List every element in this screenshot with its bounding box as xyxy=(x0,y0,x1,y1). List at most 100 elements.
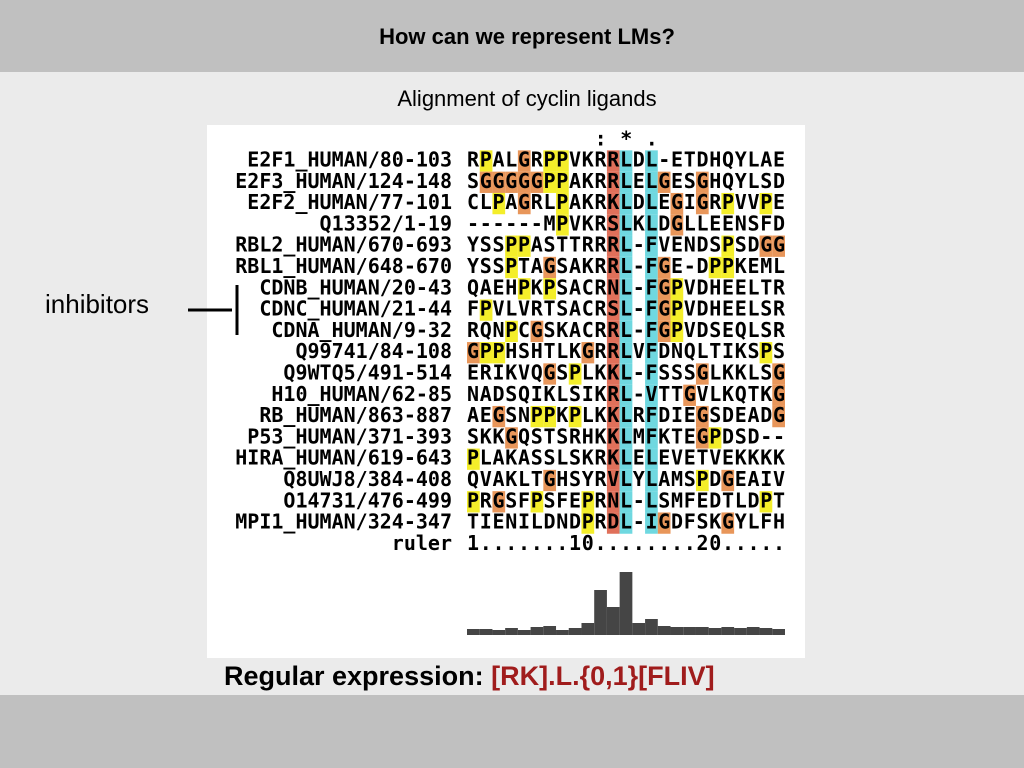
residue-highlight xyxy=(606,342,620,364)
residue-highlight xyxy=(695,192,709,215)
residue-highlight xyxy=(708,256,722,279)
sequence-name: ruler xyxy=(392,531,452,555)
residue-highlight xyxy=(619,491,633,513)
residue-highlight xyxy=(772,384,785,406)
residue-highlight xyxy=(619,150,633,172)
residue-highlight xyxy=(759,192,773,215)
residue-highlight xyxy=(645,363,658,385)
conservation-bar xyxy=(683,627,696,635)
residue-highlight xyxy=(619,448,633,470)
residue-highlight xyxy=(505,171,518,193)
sequence-name: Q13352/1-19 xyxy=(320,211,452,235)
sequence: PLAKASSLSKRKLELEVETVEKKKK xyxy=(467,446,785,470)
residue-highlight xyxy=(543,150,557,172)
sequence-name: H10_HUMAN/62-85 xyxy=(271,382,452,406)
sequence: YSSPPASTTRRRL-FVENDSPSDGG xyxy=(467,233,785,257)
residue-highlight xyxy=(517,171,531,193)
residue-highlight xyxy=(479,171,493,193)
conservation-bar xyxy=(606,607,620,635)
conservation-bar xyxy=(670,627,684,635)
residue-highlight xyxy=(759,342,773,364)
conservation-bar xyxy=(568,628,582,635)
conservation-bar xyxy=(581,623,595,635)
sequence: RQNPCGSKACRRL-FGPVDSEQLSR xyxy=(467,318,786,342)
residue-highlight xyxy=(517,192,531,215)
residue-highlight xyxy=(492,405,506,428)
sequence: RPALGRPPVKRRLDL-ETDHQYLAE xyxy=(467,148,785,172)
residue-highlight xyxy=(619,427,633,449)
residue-highlight xyxy=(619,512,633,534)
residue-highlight xyxy=(670,299,684,321)
residue-highlight xyxy=(683,384,696,406)
residue-highlight xyxy=(657,299,671,321)
residue-highlight xyxy=(619,278,633,300)
sequence-name: E2F3_HUMAN/124-148 xyxy=(235,169,452,193)
subtitle: Alignment of cyclin ligands xyxy=(397,86,656,111)
sequence-name: Q99741/84-108 xyxy=(295,339,452,363)
residue-highlight xyxy=(556,171,569,193)
residue-highlight xyxy=(657,512,671,534)
sequence: AEGSNPPKPLKKLRFDIEGSDEADG xyxy=(467,403,785,427)
residue-highlight xyxy=(695,405,709,428)
sequence: SGGGGGPPAKRRLELGESGHQYLSD xyxy=(467,169,785,193)
consensus: : * . xyxy=(467,127,658,151)
residue-highlight xyxy=(581,342,595,364)
residue-highlight xyxy=(606,171,620,193)
residue-highlight xyxy=(619,363,633,385)
conservation-bar xyxy=(594,590,607,635)
conservation-bar xyxy=(657,626,671,635)
residue-highlight xyxy=(606,384,620,406)
sequence: ------MPVKRSLKLDGLLEENSFD xyxy=(467,211,785,235)
residue-highlight xyxy=(721,235,735,257)
conservation-bar xyxy=(708,628,722,635)
residue-highlight xyxy=(645,320,658,343)
sequence-name: CDNA_HUMAN/9-32 xyxy=(271,318,452,342)
residue-highlight xyxy=(543,256,557,279)
residue-highlight xyxy=(543,405,557,428)
residue-highlight xyxy=(645,448,658,470)
conservation-bar xyxy=(467,629,480,635)
residue-highlight xyxy=(759,235,773,257)
residue-highlight xyxy=(619,171,633,193)
residue-highlight xyxy=(619,405,633,428)
residue-highlight xyxy=(670,192,684,215)
residue-highlight xyxy=(670,214,684,236)
residue-highlight xyxy=(517,235,531,257)
residue-highlight xyxy=(467,342,480,364)
residue-highlight xyxy=(619,214,633,236)
residue-highlight xyxy=(645,342,658,364)
residue-highlight xyxy=(695,469,709,492)
residue-highlight xyxy=(695,427,709,449)
residue-highlight xyxy=(619,299,633,321)
bracket xyxy=(188,285,239,335)
regex-pattern: [RK].L.{0,1}[FLIV] xyxy=(491,661,715,691)
conservation-bar xyxy=(543,626,557,635)
residue-highlight xyxy=(543,363,557,385)
alignment: : * . E2F1_HUMAN/80-103 RPALGRPPVKRRLDL-ET… xyxy=(235,127,786,635)
residue-highlight xyxy=(619,235,633,257)
conservation-bar xyxy=(645,619,658,635)
residue-highlight xyxy=(619,320,633,343)
sequence: QAEHPKPSACRNL-FGPVDHEELTR xyxy=(467,275,786,299)
conservation-bar xyxy=(734,628,747,635)
residue-highlight xyxy=(479,299,493,321)
conservation-bar xyxy=(505,628,518,635)
residue-highlight xyxy=(708,427,722,449)
sequence: SKKGQSTSRHKKLMFKTEGPDSD-- xyxy=(467,424,785,448)
residue-highlight xyxy=(645,150,658,172)
residue-highlight xyxy=(645,235,658,257)
residue-highlight xyxy=(606,256,620,279)
residue-highlight xyxy=(505,256,518,279)
residue-highlight xyxy=(645,512,658,534)
sequence-name: E2F1_HUMAN/80-103 xyxy=(247,148,452,172)
residue-highlight xyxy=(721,256,735,279)
sequence-name: RBL2_HUMAN/670-693 xyxy=(235,233,452,257)
sequence-name: RBL1_HUMAN/648-670 xyxy=(235,254,452,278)
residue-highlight xyxy=(606,512,620,534)
residue-highlight xyxy=(619,469,633,492)
conservation-bar xyxy=(530,627,544,635)
residue-highlight xyxy=(606,214,620,236)
residue-highlight xyxy=(606,491,620,513)
